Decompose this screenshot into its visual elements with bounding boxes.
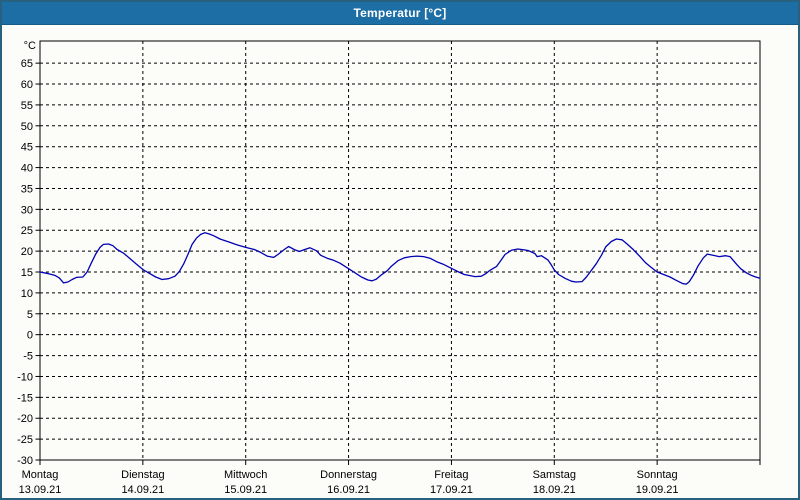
day-label: Montag — [22, 469, 59, 481]
date-label: 18.09.21 — [533, 484, 576, 496]
y-tick-label: -30 — [17, 455, 33, 467]
y-tick-label: 30 — [21, 204, 33, 216]
date-label: 17.09.21 — [430, 484, 473, 496]
date-label: 16.09.21 — [327, 484, 370, 496]
temperature-chart: -30 -25 -20 -15 -10 -5 0 5 10 15 20 25 30 35 40 45 50 55 6… — [17, 40, 761, 496]
y-tick-label: 65 — [21, 58, 33, 70]
window-titlebar[interactable]: Temperatur [°C] — [2, 2, 798, 25]
y-tick-label: 60 — [21, 79, 33, 91]
temperature-curve — [39, 232, 761, 285]
y-tick-label: 15 — [21, 267, 33, 279]
y-tick-label: 45 — [21, 142, 33, 154]
date-label: 13.09.21 — [19, 484, 62, 496]
y-tick-label: 20 — [21, 246, 33, 258]
y-tick-label: -25 — [17, 434, 33, 446]
date-label: 19.09.21 — [636, 484, 679, 496]
y-tick-label: -10 — [17, 371, 33, 383]
y-tick-label: 10 — [21, 288, 33, 300]
y-tick-label: 35 — [21, 183, 33, 195]
y-tick-label: 25 — [21, 225, 33, 237]
window-title: Temperatur [°C] — [353, 6, 447, 20]
y-tick-label: -15 — [17, 392, 33, 404]
y-tick-label: 0 — [27, 330, 33, 342]
day-label: Dienstag — [121, 469, 164, 481]
day-label: Mittwoch — [224, 469, 267, 481]
y-tick-label: -20 — [17, 413, 33, 425]
day-label: Samstag — [533, 469, 576, 481]
y-tick-label: 5 — [27, 309, 33, 321]
plot-border — [39, 40, 761, 461]
day-label: Donnerstag — [320, 469, 377, 481]
date-label: 15.09.21 — [224, 484, 267, 496]
y-tick-label: 40 — [21, 163, 33, 175]
y-tick-label: 50 — [21, 121, 33, 133]
chart-area: -30 -25 -20 -15 -10 -5 0 5 10 15 20 25 30 35 40 45 50 55 6… — [2, 25, 798, 498]
y-tick-label: -5 — [23, 351, 33, 363]
date-label: 14.09.21 — [121, 484, 164, 496]
y-tick-label: 55 — [21, 100, 33, 112]
day-label: Freitag — [434, 469, 468, 481]
day-label: Sonntag — [637, 469, 678, 481]
y-axis-unit-label: °C — [24, 40, 36, 52]
